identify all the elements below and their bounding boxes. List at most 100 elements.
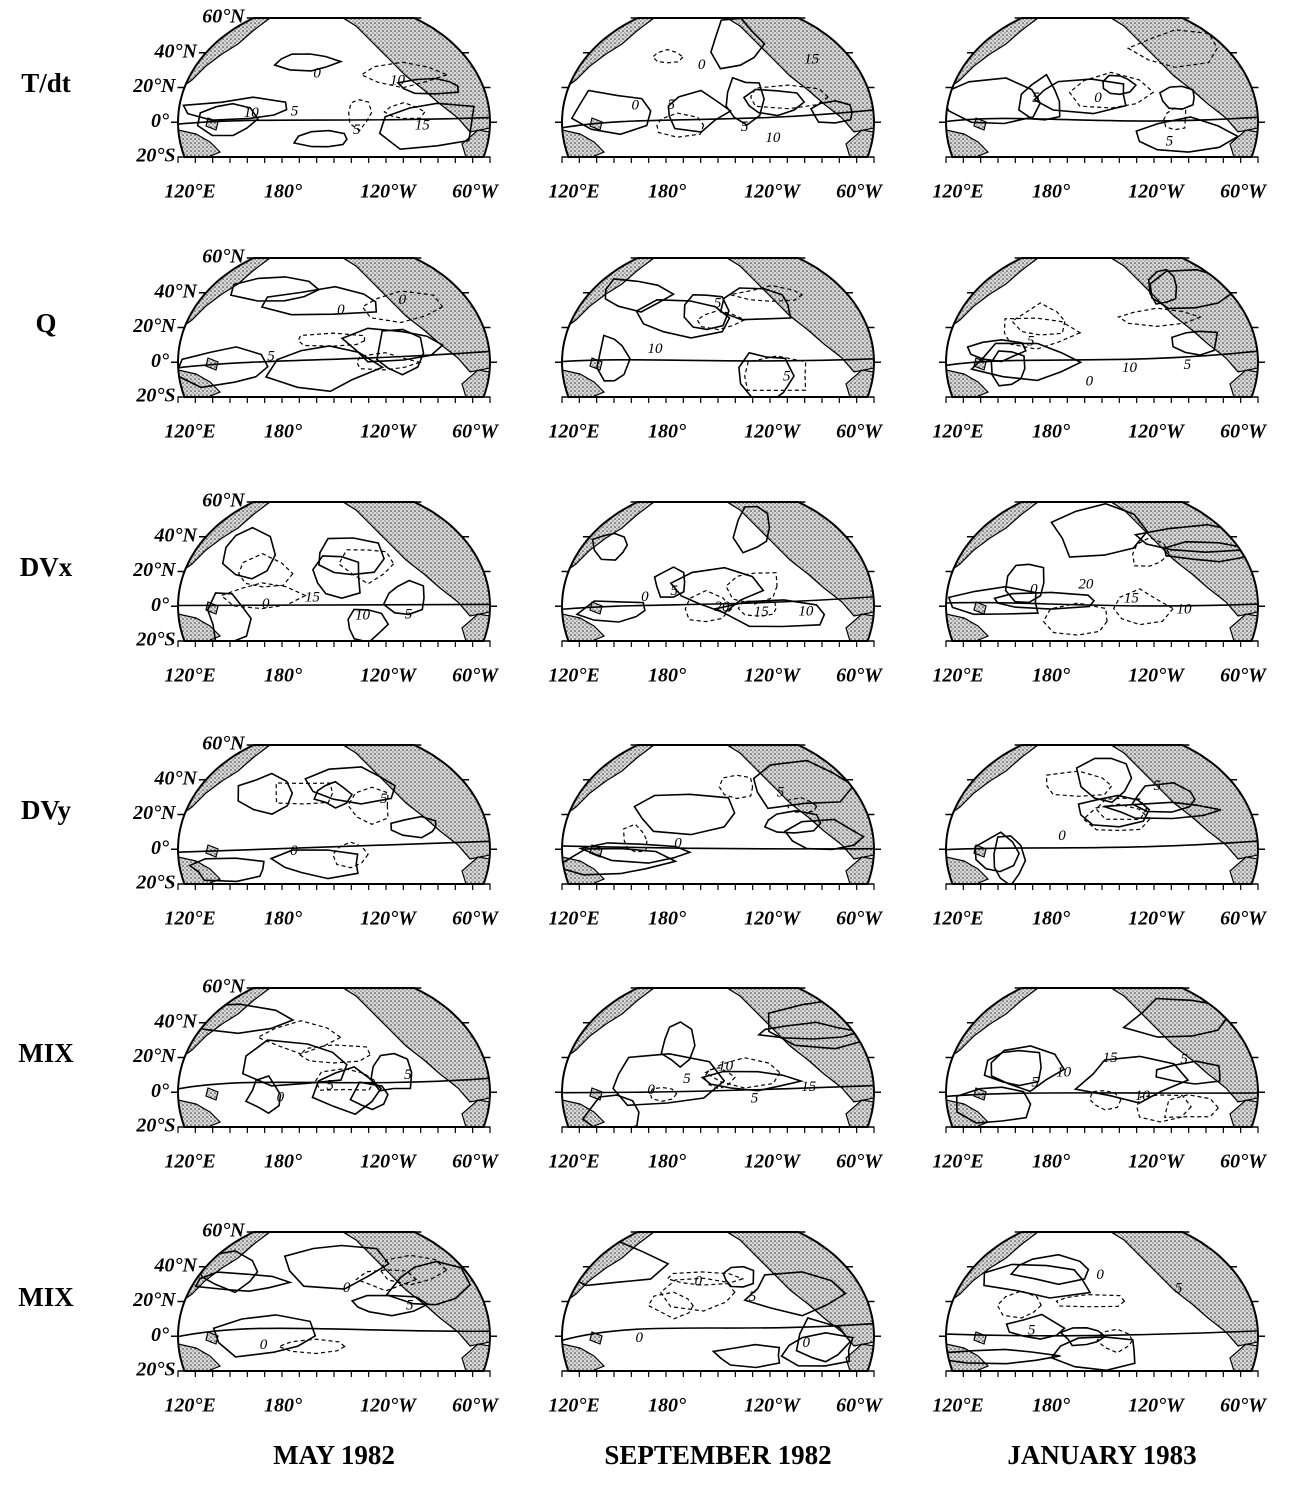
map-panel: 10505101560°N40°N20°N0°20°S120°E180°120°…	[132, 6, 499, 203]
contour-label: 0	[1096, 1267, 1104, 1283]
row-label: T/dt	[21, 68, 71, 98]
map-panel: 50105120°E180°120°W60°W	[932, 258, 1267, 443]
lon-label: 60°W	[1220, 181, 1267, 203]
map-panel: 00560°N40°N20°N0°20°S120°E180°120°W60°W	[132, 1220, 499, 1417]
contour-label: 0	[632, 97, 640, 113]
lon-label: 60°W	[836, 1151, 883, 1173]
contour-label: 0	[343, 1280, 351, 1296]
lon-label: 60°W	[1220, 1151, 1267, 1173]
lon-label: 120°W	[360, 1395, 417, 1417]
contour-label: 10	[1135, 1088, 1151, 1104]
contour-label: 5	[406, 1298, 414, 1314]
map-panel: 505120°E180°120°W60°W	[932, 18, 1267, 203]
contour-label: 5	[353, 122, 361, 138]
contour-label: 5	[1184, 357, 1192, 373]
lon-label: 60°W	[836, 908, 883, 930]
contour-label: 5	[1032, 90, 1040, 106]
lat-label: 0°	[151, 350, 169, 372]
lon-label: 120°E	[164, 665, 215, 687]
map-content	[937, 1232, 1258, 1371]
map-content	[178, 1232, 490, 1371]
lon-label: 180°	[1032, 181, 1070, 203]
map-content	[562, 258, 874, 404]
lon-label: 180°	[1032, 421, 1070, 443]
map-panel: 0050120°E180°120°W60°W	[548, 1232, 883, 1417]
contour-label: 10	[765, 130, 781, 146]
contour-label: 5	[683, 1071, 691, 1087]
lon-label: 120°W	[360, 665, 417, 687]
row-label: Q	[35, 308, 56, 338]
contour-label: 0	[1030, 581, 1038, 597]
lon-label: 120°E	[164, 1151, 215, 1173]
lat-label: 0°	[151, 110, 169, 132]
lat-label: 40°N	[154, 280, 199, 302]
lon-label: 60°W	[452, 181, 499, 203]
lon-label: 60°W	[1220, 908, 1267, 930]
contour-label: 5	[1153, 778, 1161, 794]
lon-label: 180°	[648, 908, 686, 930]
lon-label: 180°	[648, 421, 686, 443]
column-label: SEPTEMBER 1982	[604, 1440, 831, 1470]
contour-label: 5	[751, 1091, 759, 1107]
contour-label: 5	[267, 348, 275, 364]
lat-label: 60°N	[202, 733, 246, 755]
lon-label: 120°W	[1128, 665, 1185, 687]
lat-label: 20°N	[132, 802, 177, 824]
lon-label: 120°E	[164, 181, 215, 203]
contour-label: 20	[714, 599, 730, 615]
lon-label: 120°E	[548, 908, 599, 930]
contour-label: 10	[1056, 1064, 1072, 1080]
figure: T/dt10505101560°N40°N20°N0°20°S120°E180°…	[0, 0, 1296, 1487]
lon-label: 120°W	[360, 181, 417, 203]
lon-label: 120°W	[360, 908, 417, 930]
map-content	[562, 502, 874, 641]
lon-label: 120°E	[548, 181, 599, 203]
contour-label: 5	[668, 97, 676, 113]
lon-label: 120°W	[1128, 1151, 1185, 1173]
lon-label: 60°W	[452, 908, 499, 930]
lon-label: 60°W	[836, 665, 883, 687]
map-panel: 05560°N40°N20°N0°20°S120°E180°120°W60°W	[132, 976, 499, 1173]
lat-label: 40°N	[154, 767, 199, 789]
contour-label: 15	[415, 118, 431, 134]
contour-label: 5	[714, 295, 722, 311]
lat-label: 20°S	[135, 872, 175, 894]
contour-label: 0	[399, 292, 407, 308]
lat-label: 60°N	[202, 1220, 246, 1242]
lat-label: 20°S	[135, 1115, 175, 1137]
contour-label: 5	[291, 103, 299, 119]
map-panel: 1055120°E180°120°W60°W	[548, 258, 883, 443]
contour-label: 5	[777, 784, 785, 800]
lon-label: 120°W	[1128, 908, 1185, 930]
lat-label: 20°S	[135, 629, 175, 651]
lon-label: 180°	[1032, 665, 1070, 687]
contour-label: 10	[390, 73, 406, 89]
contour-label: 5	[380, 791, 388, 807]
lon-label: 180°	[264, 908, 302, 930]
lon-label: 120°E	[164, 908, 215, 930]
contour-label: 15	[1103, 1050, 1119, 1066]
lon-label: 180°	[264, 421, 302, 443]
contour-label: 0	[635, 1330, 643, 1346]
map-content	[561, 1232, 874, 1371]
lon-label: 180°	[1032, 908, 1070, 930]
lon-label: 180°	[1032, 1395, 1070, 1417]
lat-label: 20°N	[132, 1289, 177, 1311]
lon-label: 180°	[264, 1395, 302, 1417]
lon-label: 120°E	[548, 665, 599, 687]
map-panel: 05120°E180°120°W60°W	[932, 745, 1267, 930]
map-content	[946, 745, 1258, 886]
contour-label: 5	[1175, 1281, 1183, 1297]
map-panel: 0560°N40°N20°N0°20°S120°E180°120°W60°W	[132, 733, 499, 930]
contour-label: 0	[262, 596, 270, 612]
page: { "rows": [ {"label": "T/dt", "contour_l…	[0, 0, 1296, 1487]
contour-label: 5	[1031, 1075, 1039, 1091]
lon-label: 180°	[648, 665, 686, 687]
map-panel: 505120°E180°120°W60°W	[932, 1232, 1267, 1417]
map-panel: 0510515120°E180°120°W60°W	[548, 988, 883, 1173]
contour-label: 5	[1027, 334, 1035, 350]
contour-label: 5	[670, 583, 678, 599]
lat-label: 60°N	[202, 490, 246, 512]
lon-label: 120°W	[744, 1395, 801, 1417]
